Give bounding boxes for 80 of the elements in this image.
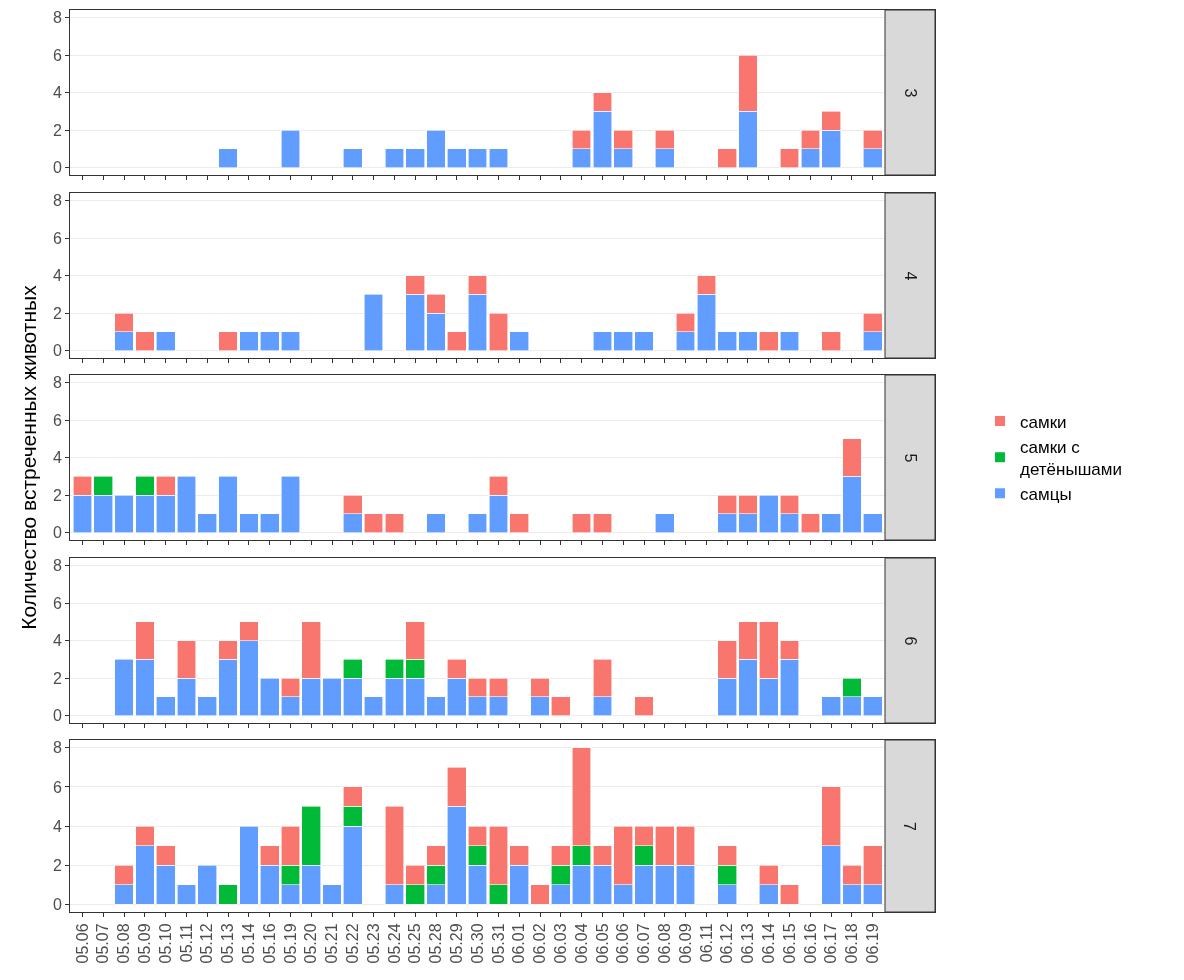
y-tick-label: 2 bbox=[52, 486, 62, 504]
x-tick-label: 06.15 bbox=[780, 923, 798, 964]
y-tick-label: 6 bbox=[52, 46, 62, 64]
text: 3 bbox=[901, 88, 919, 98]
x-tick-label: 05.25 bbox=[406, 923, 424, 964]
y-tick-label: 0 bbox=[52, 895, 62, 913]
x-tick-label: 06.01 bbox=[510, 923, 528, 964]
bar bbox=[821, 331, 841, 351]
text: 4 bbox=[901, 271, 919, 281]
x-tick-label: 05.24 bbox=[385, 923, 403, 964]
x-tick-label: 05.10 bbox=[156, 923, 174, 964]
y-axis-title: Количество встреченных животных bbox=[17, 284, 41, 630]
x-tick-label: 06.03 bbox=[552, 923, 570, 964]
x-tick-label: 05.13 bbox=[219, 923, 237, 964]
y-tick-label: 4 bbox=[52, 449, 62, 467]
x-tick-label: 05.06 bbox=[73, 923, 91, 964]
y-tick-label: 0 bbox=[52, 159, 62, 177]
bar bbox=[363, 293, 384, 351]
text: 6 bbox=[901, 636, 919, 646]
x-tick-label: 06.04 bbox=[572, 923, 590, 964]
bar bbox=[343, 148, 363, 168]
x-tick-label: 06.09 bbox=[676, 923, 694, 964]
y-tick-label: 4 bbox=[52, 817, 62, 835]
text: 7 bbox=[901, 822, 918, 831]
x-tick-label: 05.14 bbox=[240, 923, 258, 964]
x-tick-label: 05.29 bbox=[448, 923, 466, 964]
y-tick-label: 2 bbox=[52, 669, 62, 687]
x-tick-label: 05.30 bbox=[468, 923, 486, 964]
x-tick-label: 05.28 bbox=[427, 923, 445, 964]
bar bbox=[634, 696, 654, 716]
x-tick-label: 06.11 bbox=[697, 923, 715, 963]
x-tick-label: 06.13 bbox=[739, 923, 757, 964]
y-tick-label: 0 bbox=[52, 524, 62, 542]
bar bbox=[280, 129, 301, 168]
y-tick-label: 4 bbox=[52, 632, 62, 650]
x-tick-label: 06.07 bbox=[635, 923, 653, 964]
x-tick-label: 06.08 bbox=[655, 923, 673, 964]
x-tick-label: 05.12 bbox=[198, 923, 216, 964]
x-tick-label: 06.18 bbox=[843, 923, 861, 964]
x-tick-label: 05.08 bbox=[115, 923, 133, 964]
y-tick-label: 2 bbox=[52, 121, 62, 139]
y-tick-label: 2 bbox=[52, 856, 62, 874]
x-tick-label: 05.20 bbox=[302, 923, 320, 964]
y-tick-label: 6 bbox=[52, 594, 62, 612]
x-tick-label: 05.21 bbox=[323, 923, 341, 964]
y-tick-label: 6 bbox=[52, 229, 62, 247]
x-tick-label: 05.31 bbox=[489, 923, 507, 964]
x-tick-label: 06.16 bbox=[801, 923, 819, 964]
y-tick-label: 4 bbox=[52, 267, 62, 285]
x-tick-label: 06.12 bbox=[718, 923, 736, 964]
x-tick-label: 06.17 bbox=[822, 923, 840, 964]
bar bbox=[655, 513, 675, 533]
x-tick-label: 06.19 bbox=[863, 923, 881, 964]
x-tick-label: 06.05 bbox=[593, 923, 611, 964]
legend-label: самки bbox=[1020, 412, 1067, 432]
y-tick-label: 0 bbox=[52, 707, 62, 725]
x-tick-label: 05.22 bbox=[344, 923, 362, 964]
y-tick-label: 8 bbox=[52, 9, 62, 27]
bar bbox=[218, 148, 238, 168]
x-tick-label: 05.23 bbox=[364, 923, 382, 964]
y-tick-label: 0 bbox=[52, 342, 62, 360]
x-tick-label: 06.14 bbox=[759, 923, 777, 964]
x-tick-label: 06.02 bbox=[531, 923, 549, 964]
x-tick-label: 05.11 bbox=[177, 923, 195, 963]
x-tick-label: 05.09 bbox=[136, 923, 154, 964]
x-tick-label: 05.19 bbox=[281, 923, 299, 964]
y-tick-label: 8 bbox=[52, 739, 62, 757]
x-tick-label: 05.16 bbox=[260, 923, 278, 964]
x-tick-label: 06.06 bbox=[614, 923, 632, 964]
y-tick-label: 6 bbox=[52, 778, 62, 796]
y-tick-label: 4 bbox=[52, 84, 62, 102]
y-tick-label: 6 bbox=[52, 411, 62, 429]
bar bbox=[426, 513, 446, 533]
text: 5 bbox=[901, 453, 919, 463]
x-tick-label: 05.07 bbox=[94, 923, 112, 964]
y-tick-label: 8 bbox=[52, 557, 62, 575]
y-tick-label: 8 bbox=[52, 192, 62, 210]
y-tick-label: 8 bbox=[52, 374, 62, 392]
y-tick-label: 2 bbox=[52, 304, 62, 322]
legend-label: самцы bbox=[1020, 484, 1072, 504]
